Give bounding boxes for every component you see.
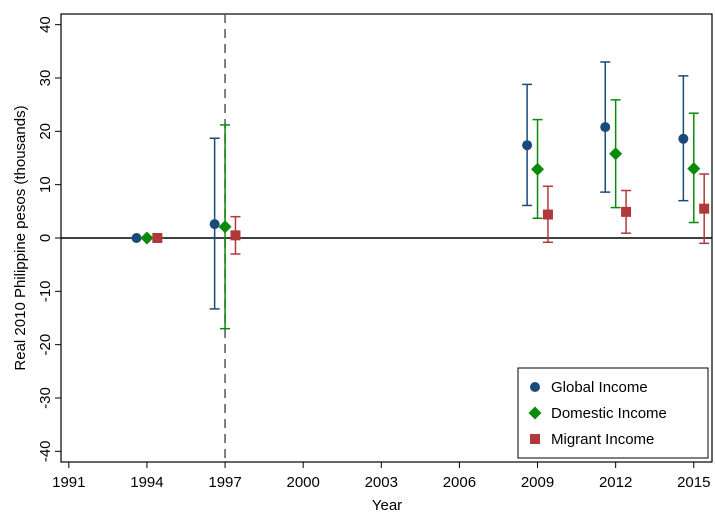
y-tick-label: 10 xyxy=(37,176,54,193)
legend-domestic-income-marker xyxy=(528,406,542,420)
x-tick-label: 2000 xyxy=(286,474,319,491)
y-tick-label: 0 xyxy=(37,234,54,242)
domestic-income-point xyxy=(140,231,154,245)
global-income-point xyxy=(600,122,611,133)
migrant-income-point xyxy=(230,230,241,241)
global-income-point xyxy=(678,133,689,144)
x-axis-label: Year xyxy=(372,497,402,513)
legend-global-income-label: Global Income xyxy=(551,379,648,396)
x-tick-label: 1997 xyxy=(208,474,241,491)
global-income-point xyxy=(209,219,220,230)
x-tick-label: 2003 xyxy=(365,474,398,491)
marks-layer xyxy=(61,14,712,462)
legend-migrant-income-label: Migrant Income xyxy=(551,431,654,448)
x-tick-label: 2012 xyxy=(599,474,632,491)
legend-migrant-income-marker xyxy=(530,434,540,444)
domestic-income-point xyxy=(531,162,545,176)
legend-domestic-income-label: Domestic Income xyxy=(551,405,667,422)
x-tick-label: 2015 xyxy=(677,474,710,491)
global-income-point xyxy=(522,140,533,151)
x-tick-label: 2006 xyxy=(443,474,476,491)
y-tick-label: 20 xyxy=(37,123,54,140)
global-income-point xyxy=(131,233,142,243)
y-tick-label: -20 xyxy=(37,334,54,356)
migrant-income-point xyxy=(542,209,553,220)
axes-layer: -40 -30 -20 -10 0 10 20 30 40 1991 1994 1997 2000 200… xyxy=(37,16,710,491)
x-tick-label: 1994 xyxy=(130,474,163,491)
migrant-income-point xyxy=(699,203,710,214)
y-tick-label: -30 xyxy=(37,387,54,409)
migrant-income-point xyxy=(621,206,632,217)
legend-global-income-marker xyxy=(530,382,540,392)
x-tick-label: 1991 xyxy=(52,474,85,491)
x-tick-label: 2009 xyxy=(521,474,554,491)
y-tick-label: 40 xyxy=(37,16,54,33)
y-tick-label: -10 xyxy=(37,280,54,302)
y-axis-label: Real 2010 Philippine pesos (thousands) xyxy=(12,105,29,370)
domestic-income-point xyxy=(609,147,623,161)
domestic-income-point xyxy=(687,162,701,176)
migrant-income-point xyxy=(152,233,163,243)
y-tick-label: 30 xyxy=(37,70,54,87)
y-tick-label: -40 xyxy=(37,440,54,462)
domestic-income-point xyxy=(218,220,232,234)
legend: Global Income Domestic Income Migrant Inco… xyxy=(517,367,709,459)
legend-box xyxy=(517,367,709,459)
